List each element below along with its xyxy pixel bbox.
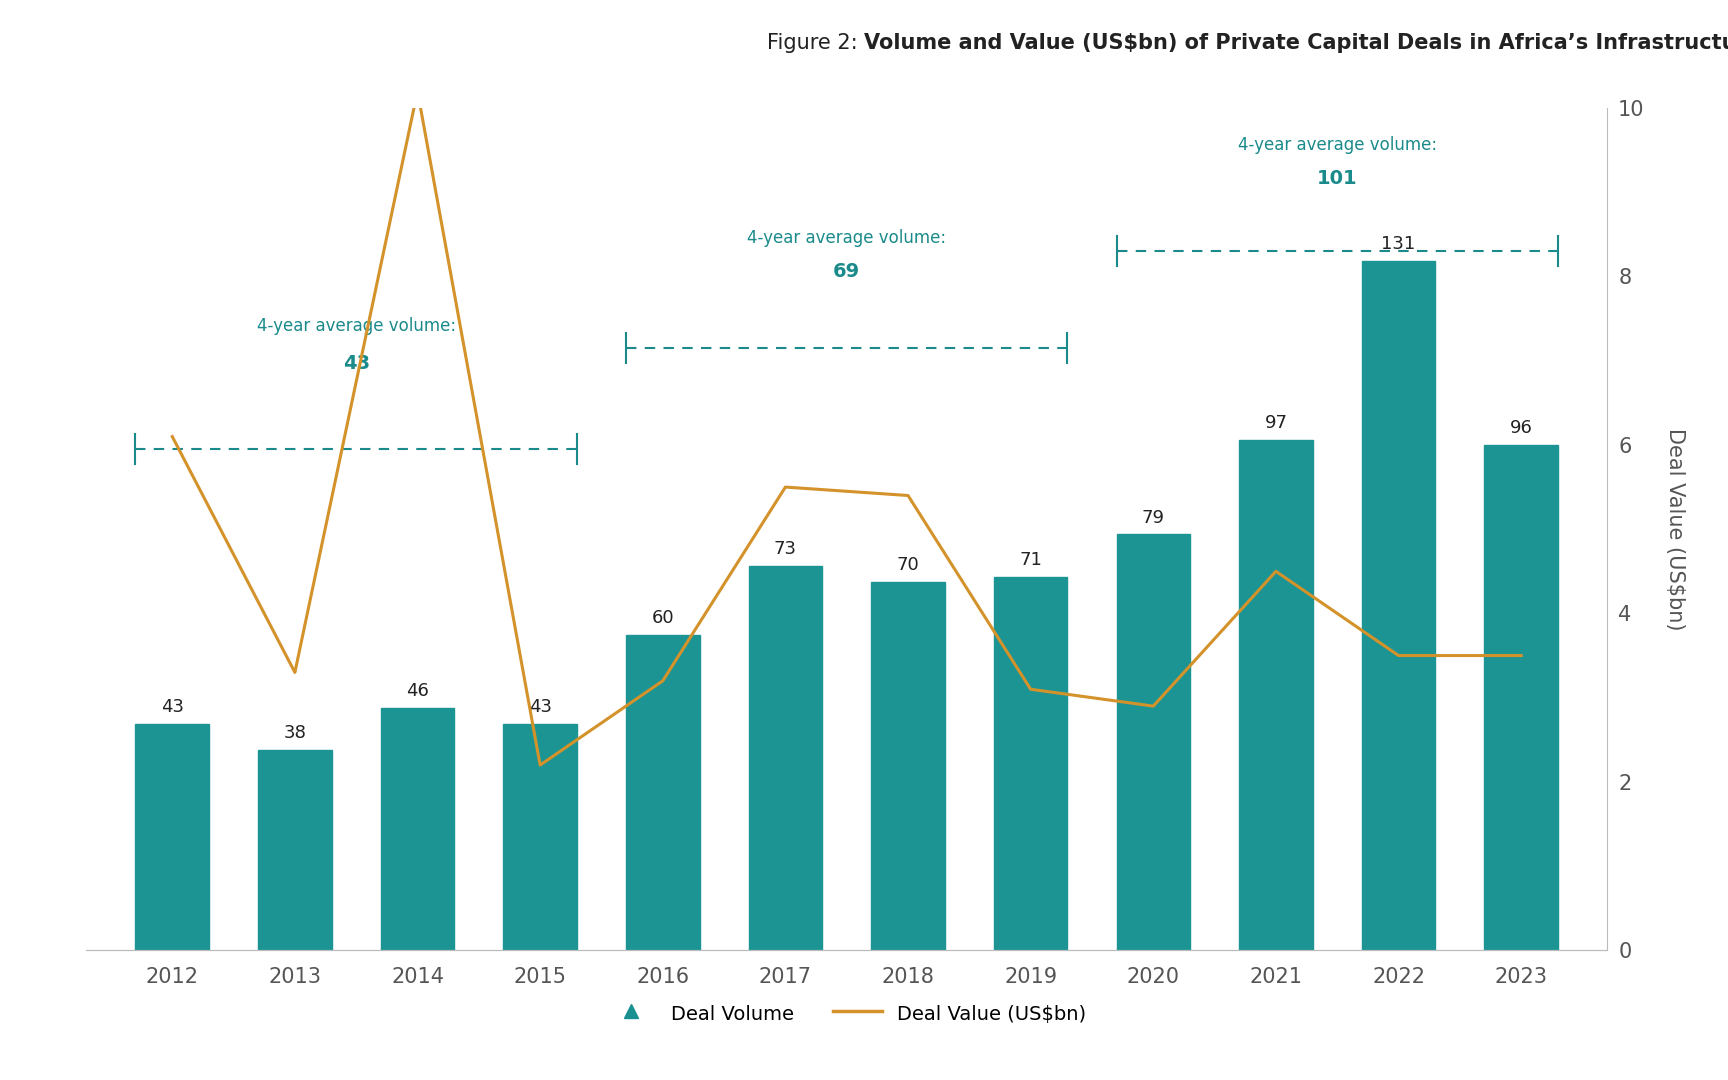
Legend: Deal Volume, Deal Value (US$bn): Deal Volume, Deal Value (US$bn) <box>600 994 1094 1034</box>
Text: 96: 96 <box>1510 419 1533 437</box>
Y-axis label: Deal Value (US$bn): Deal Value (US$bn) <box>1666 428 1685 631</box>
Bar <box>626 634 700 950</box>
Text: 43: 43 <box>342 354 370 374</box>
Text: 101: 101 <box>1317 170 1358 188</box>
Text: Figure 2:: Figure 2: <box>767 33 864 53</box>
Bar <box>1362 260 1436 950</box>
Text: 4-year average volume:: 4-year average volume: <box>257 318 456 336</box>
Bar <box>1484 445 1559 950</box>
Text: 43: 43 <box>529 698 551 716</box>
Bar <box>1116 535 1191 950</box>
Bar <box>135 724 209 950</box>
Text: 73: 73 <box>774 540 797 558</box>
Text: Volume and Value (US$bn) of Private Capital Deals in Africa’s Infrastructure, 20: Volume and Value (US$bn) of Private Capi… <box>864 33 1728 53</box>
Text: 46: 46 <box>406 683 429 700</box>
Bar <box>503 724 577 950</box>
Text: 70: 70 <box>897 556 919 573</box>
Text: 71: 71 <box>1020 551 1042 569</box>
Bar <box>1239 440 1313 950</box>
Bar <box>994 577 1068 950</box>
Text: 4-year average volume:: 4-year average volume: <box>1237 136 1436 154</box>
Text: 97: 97 <box>1265 414 1287 432</box>
Bar <box>380 708 454 950</box>
Bar <box>257 751 332 950</box>
Text: 60: 60 <box>651 609 674 626</box>
Text: 69: 69 <box>833 261 861 281</box>
Bar <box>748 566 823 950</box>
Text: 4-year average volume:: 4-year average volume: <box>746 229 947 247</box>
Text: 131: 131 <box>1381 234 1415 253</box>
Text: 38: 38 <box>283 725 306 742</box>
Text: 79: 79 <box>1142 509 1165 527</box>
Text: 43: 43 <box>161 698 183 716</box>
Bar <box>871 582 945 950</box>
